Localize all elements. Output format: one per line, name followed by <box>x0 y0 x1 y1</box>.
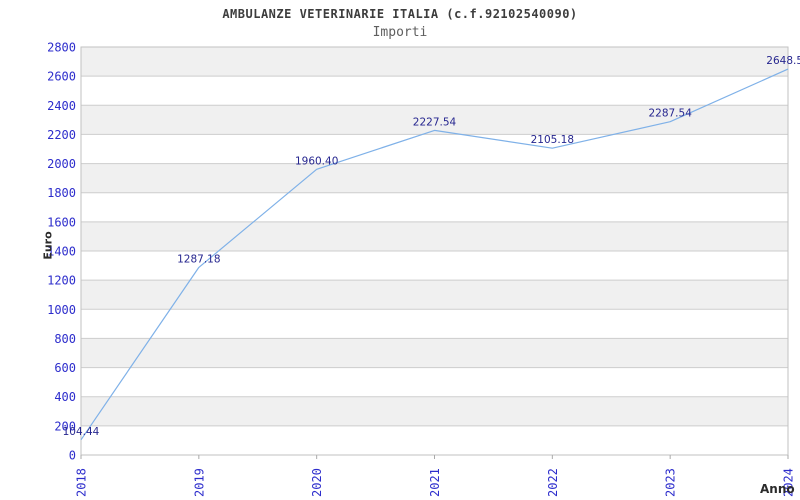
grid-band <box>81 47 788 77</box>
y-tick-label: 1000 <box>47 303 76 317</box>
x-axis-title: Anno <box>760 482 795 496</box>
y-tick-label: 2800 <box>47 41 76 55</box>
grid-band <box>81 221 788 251</box>
x-tick-label: 2021 <box>428 468 442 497</box>
x-tick-label: 2023 <box>664 468 678 497</box>
y-tick-label: 2400 <box>47 99 76 113</box>
y-tick-label: 1800 <box>47 186 76 200</box>
y-axis-title: Euro <box>41 231 55 260</box>
y-tick-label: 800 <box>54 332 76 346</box>
y-tick-label: 1200 <box>47 274 76 288</box>
y-tick-label: 1400 <box>47 245 76 259</box>
y-tick-label: 0 <box>69 449 76 463</box>
data-point-label: 1960.40 <box>295 155 338 167</box>
grid-band <box>81 280 788 310</box>
y-tick-label: 200 <box>54 419 76 433</box>
chart-title: AMBULANZE VETERINARIE ITALIA (c.f.921025… <box>222 7 578 21</box>
grid-band <box>81 105 788 135</box>
y-tick-label: 1600 <box>47 215 76 229</box>
data-point-label: 1287.18 <box>177 253 220 265</box>
data-point-label: 104.44 <box>63 426 100 438</box>
x-tick-label: 2024 <box>782 468 796 497</box>
data-point-label: 2648.55 <box>766 55 800 67</box>
grid-band <box>81 163 788 193</box>
x-tick-label: 2022 <box>546 468 560 497</box>
data-point-label: 2287.54 <box>648 108 692 120</box>
y-tick-label: 2600 <box>47 70 76 84</box>
data-point-label: 2105.18 <box>531 134 574 146</box>
y-tick-label: 400 <box>54 390 76 404</box>
x-tick-label: 2020 <box>310 468 324 497</box>
y-tick-label: 2200 <box>47 128 76 142</box>
data-line <box>80 68 789 441</box>
x-tick-label: 2018 <box>75 468 89 497</box>
data-point-label: 2227.54 <box>413 116 457 128</box>
y-tick-label: 600 <box>54 361 76 375</box>
chart-subtitle: Importi <box>372 25 428 40</box>
x-tick-label: 2019 <box>192 468 206 497</box>
y-tick-label: 2000 <box>47 157 76 171</box>
grid-band <box>81 396 788 426</box>
grid-band <box>81 338 788 368</box>
